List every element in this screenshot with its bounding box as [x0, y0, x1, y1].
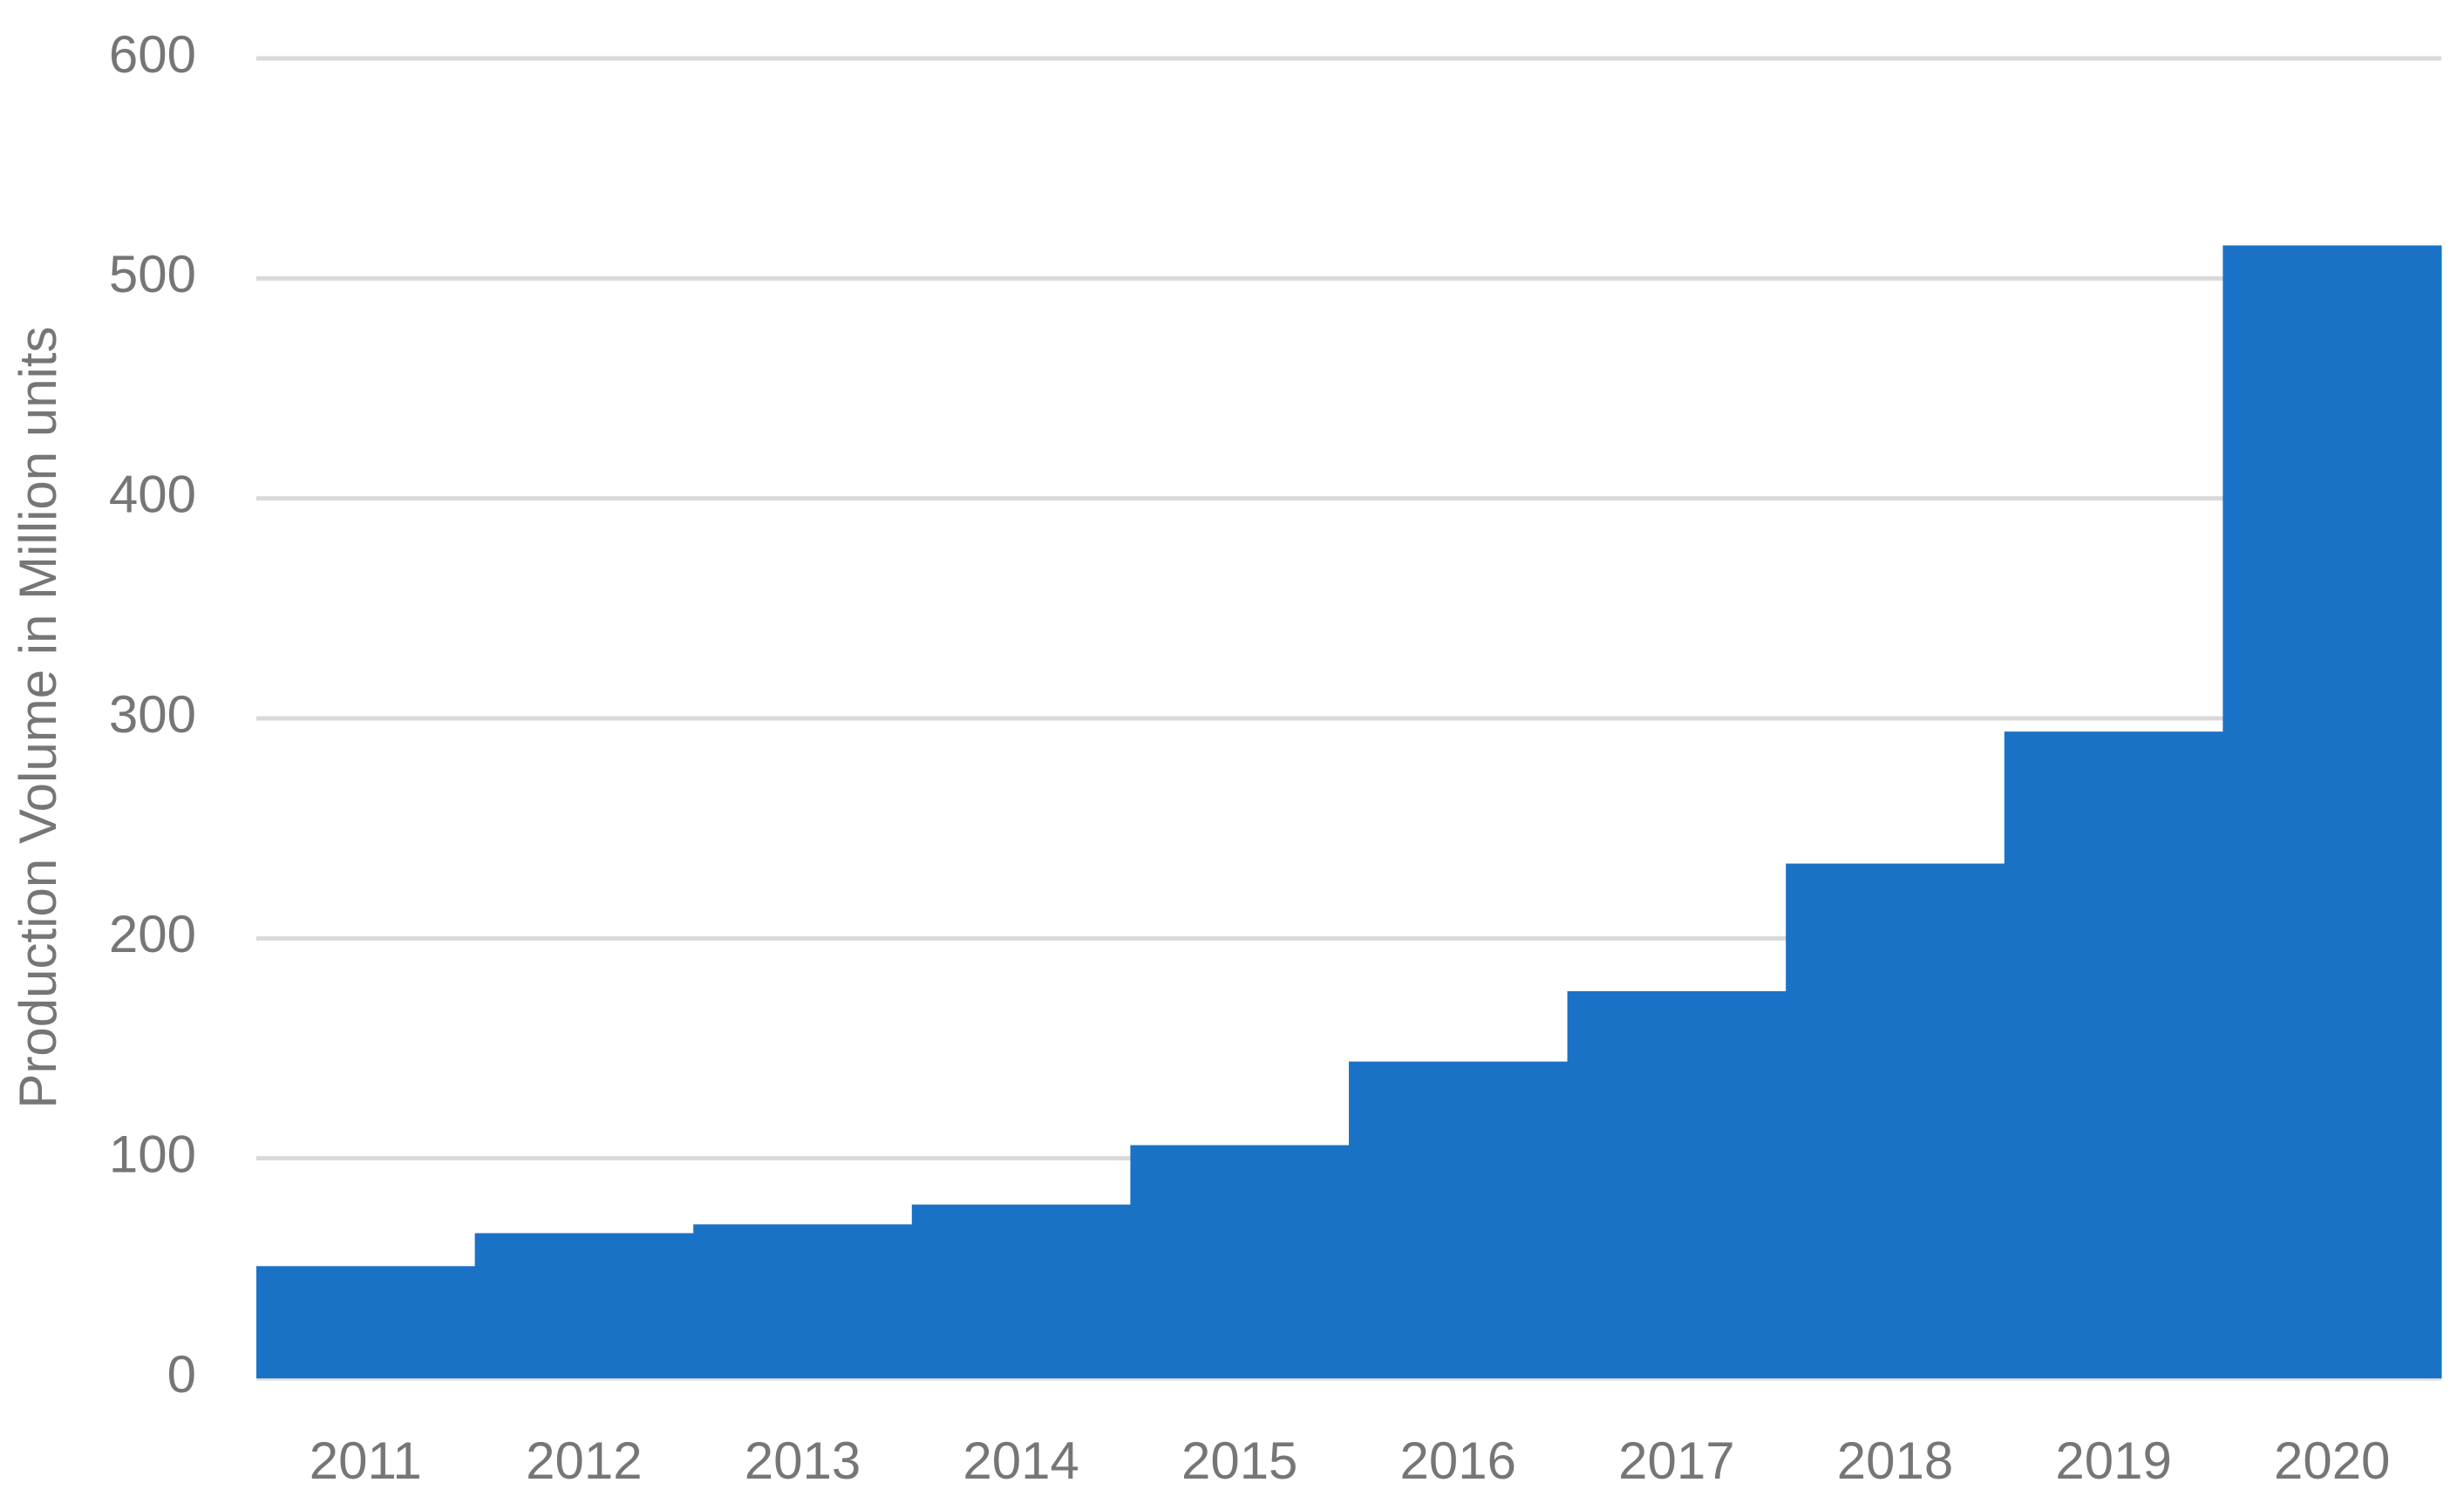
bar — [256, 1266, 476, 1378]
x-tick-label: 2012 — [526, 1432, 642, 1490]
x-tick-label: 2017 — [1618, 1432, 1734, 1490]
bar — [693, 1224, 913, 1378]
x-tick-label: 2018 — [1837, 1432, 1953, 1490]
bar — [1349, 1061, 1569, 1378]
y-axis-label: Production Volume in Million units — [9, 326, 67, 1108]
y-tick-label: 100 — [109, 1126, 196, 1184]
x-tick-label: 2011 — [310, 1432, 422, 1490]
y-tick-label: 400 — [109, 466, 196, 524]
y-tick-label: 300 — [109, 685, 196, 744]
x-tick-label: 2015 — [1181, 1432, 1297, 1490]
x-tick-label: 2014 — [963, 1432, 1079, 1490]
x-tick-label: 2019 — [2055, 1432, 2171, 1490]
x-tick-label: 2020 — [2274, 1432, 2390, 1490]
y-tick-label: 0 — [167, 1345, 196, 1404]
y-tick-label: 200 — [109, 905, 196, 963]
bar — [1786, 863, 2005, 1378]
x-tick-label: 2016 — [1400, 1432, 1516, 1490]
y-tick-label: 500 — [109, 245, 196, 303]
y-tick-label: 600 — [109, 25, 196, 84]
bar — [474, 1233, 694, 1378]
bar — [2004, 731, 2223, 1378]
bar — [1567, 990, 1787, 1378]
bar — [2222, 245, 2442, 1378]
x-tick-label: 2013 — [745, 1432, 861, 1490]
bar — [911, 1204, 1131, 1378]
bar — [1130, 1145, 1350, 1378]
